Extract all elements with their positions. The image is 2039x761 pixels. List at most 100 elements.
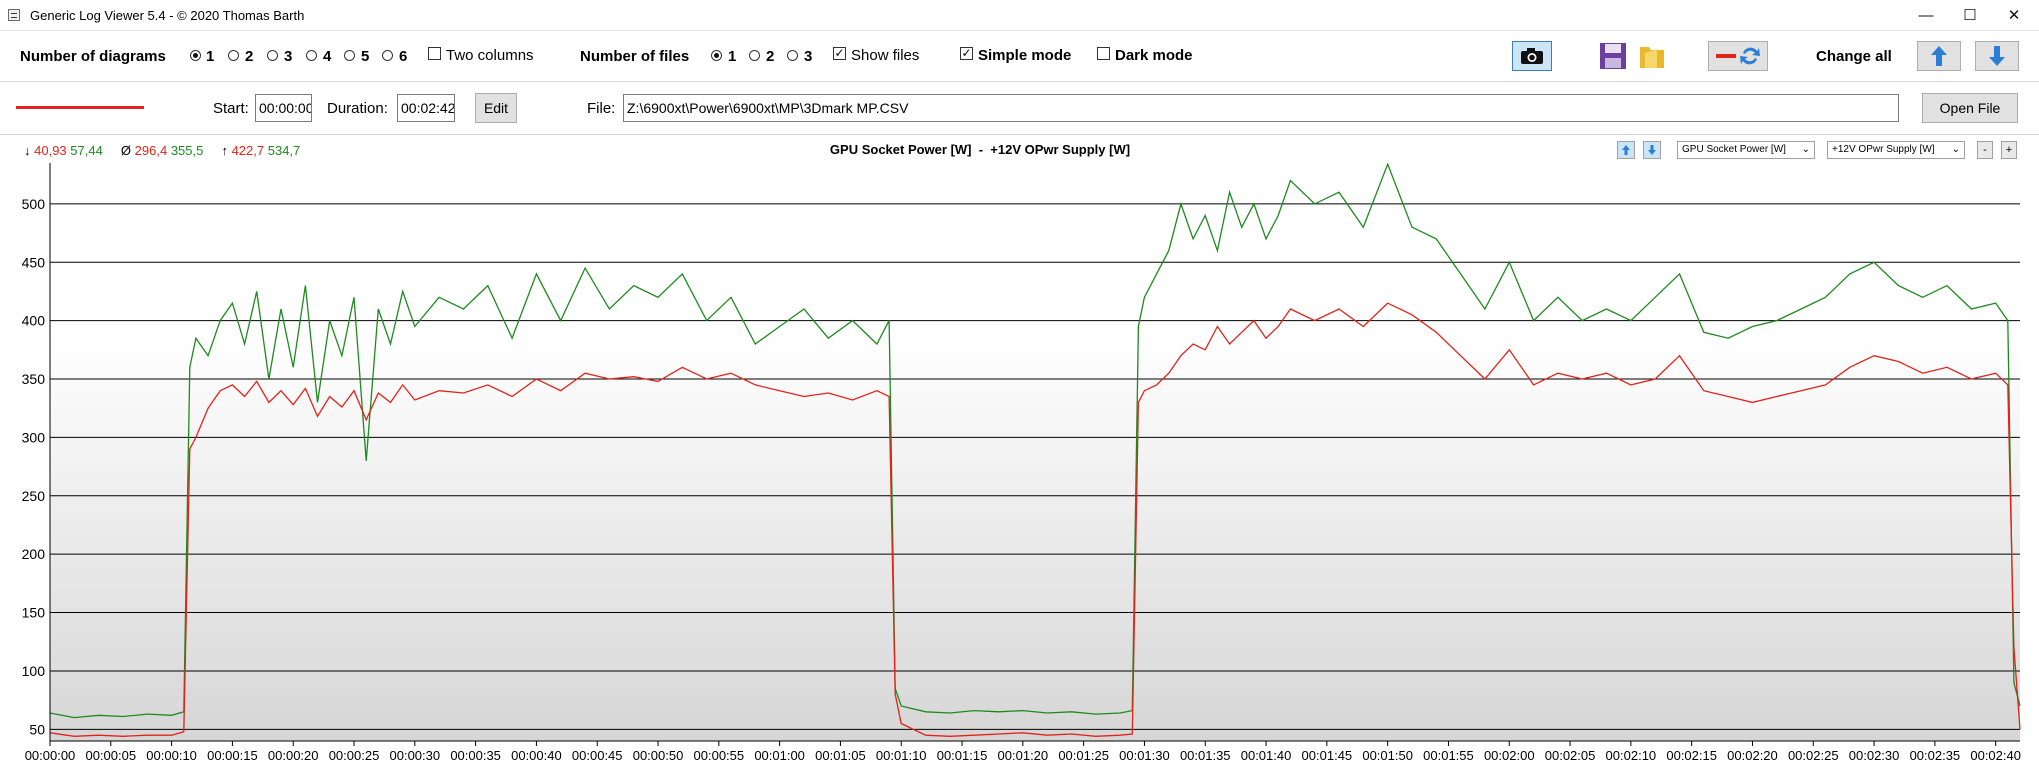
diagrams-radio-4-label: 4 (323, 48, 332, 65)
file-row: Start: 00:00:00 Duration: 00:02:42 Edit … (0, 82, 2039, 135)
x-tick-label: 00:00:20 (268, 748, 319, 761)
zoom-out-button[interactable]: - (1977, 141, 1993, 159)
duration-label: Duration: (327, 100, 388, 117)
diagrams-radio-3-label: 3 (284, 48, 293, 65)
camera-icon (1521, 48, 1543, 64)
max-green-value: 534,7 (267, 143, 301, 158)
x-tick-label: 00:02:10 (1606, 748, 1657, 761)
diagrams-radio-1-label: 1 (206, 48, 215, 65)
y-tick-label: 450 (22, 254, 46, 270)
y-tick-label: 200 (22, 546, 46, 562)
swap-colors-icon (1716, 47, 1760, 65)
title-bar: Generic Log Viewer 5.4 - © 2020 Thomas B… (0, 0, 2039, 31)
plot-background (50, 163, 2020, 741)
zoom-in-button[interactable]: + (2001, 141, 2017, 159)
x-tick-label: 00:01:10 (876, 748, 927, 761)
save-icon (1600, 43, 1626, 69)
arrow-down-icon (1989, 46, 2005, 66)
series1-select-value: GPU Socket Power [W] (1682, 144, 1786, 155)
swap-colors-button[interactable] (1708, 41, 1768, 71)
y-tick-label: 250 (22, 488, 46, 504)
close-button[interactable]: ✕ (2007, 7, 2021, 24)
duration-input[interactable]: 00:02:42 (397, 94, 455, 122)
x-tick-label: 00:01:25 (1058, 748, 1109, 761)
move-up-button[interactable] (1917, 41, 1961, 71)
series-line-12v-opwr-supply (49, 163, 2021, 719)
chart-panel: ↓ 40,93 57,44 Ø 296,4 355,5 ↑ 422,7 534,… (0, 135, 2039, 761)
max-red-value: 422,7 (231, 143, 265, 158)
move-down-button[interactable] (1975, 41, 2019, 71)
x-tick-label: 00:00:25 (329, 748, 380, 761)
max-arrow: ↑ (221, 143, 228, 158)
x-tick-label: 00:00:45 (572, 748, 623, 761)
avg-green-value: 355,5 (170, 143, 204, 158)
files-radio-2[interactable] (749, 50, 760, 61)
y-tick-label: 300 (22, 429, 46, 445)
series-color-line[interactable] (16, 106, 144, 109)
files-radio-1-label: 1 (728, 48, 737, 65)
diagrams-radio-1[interactable] (190, 50, 201, 61)
simple-mode-label: Simple mode (978, 47, 1072, 64)
small-arrow-up-icon (1622, 145, 1630, 155)
show-files-checkbox[interactable]: ✓ (833, 46, 846, 60)
minimize-button[interactable]: — (1918, 6, 1934, 24)
diagrams-radio-4[interactable] (306, 50, 317, 61)
x-tick-label: 00:01:30 (1119, 748, 1170, 761)
change-all-label: Change all (1816, 48, 1892, 65)
series-down-button[interactable] (1643, 141, 1661, 159)
x-tick-label: 00:01:15 (937, 748, 988, 761)
x-tick-label: 00:00:30 (390, 748, 441, 761)
diagrams-radio-5[interactable] (344, 50, 355, 61)
screenshot-button[interactable] (1512, 41, 1552, 71)
x-tick-label: 00:00:40 (511, 748, 562, 761)
x-tick-label: 00:00:35 (450, 748, 501, 761)
diagrams-radio-6[interactable] (382, 50, 393, 61)
num-diagrams-label: Number of diagrams (20, 48, 166, 65)
diagrams-radio-2[interactable] (228, 50, 239, 61)
chevron-down-icon: ⌄ (1951, 144, 1960, 155)
x-tick-label: 00:00:15 (207, 748, 258, 761)
x-tick-label: 00:01:35 (1180, 748, 1231, 761)
series-up-button[interactable] (1617, 141, 1635, 159)
y-tick-label: 50 (29, 721, 45, 737)
files-radio-1[interactable] (711, 50, 722, 61)
two-columns-checkbox[interactable] (428, 47, 441, 60)
open-folder-button[interactable] (1637, 41, 1667, 71)
files-radio-3[interactable] (787, 50, 798, 61)
save-button[interactable] (1598, 41, 1628, 71)
small-arrow-down-icon (1648, 145, 1656, 155)
edit-button[interactable]: Edit (475, 93, 517, 123)
x-tick-label: 00:02:15 (1666, 748, 1717, 761)
min-arrow: ↓ (24, 143, 31, 158)
arrow-up-icon (1931, 46, 1947, 66)
series2-select-value: +12V OPwr Supply [W] (1832, 144, 1935, 155)
y-tick-label: 350 (22, 371, 46, 387)
x-tick-label: 00:02:05 (1545, 748, 1596, 761)
series1-select[interactable]: GPU Socket Power [W] ⌄ (1677, 141, 1815, 159)
x-tick-label: 00:01:40 (1241, 748, 1292, 761)
x-tick-label: 00:02:20 (1727, 748, 1778, 761)
x-tick-label: 00:00:00 (25, 748, 76, 761)
chevron-down-icon: ⌄ (1801, 144, 1810, 155)
file-path-input[interactable]: Z:\6900xt\Power\6900xt\MP\3Dmark MP.CSV (623, 94, 1899, 122)
files-radio-3-label: 3 (804, 48, 813, 65)
min-green-value: 57,44 (70, 143, 103, 158)
two-columns-label: Two columns (446, 47, 534, 64)
x-tick-label: 00:00:50 (633, 748, 684, 761)
start-label: Start: (213, 100, 249, 117)
diagrams-radio-5-label: 5 (361, 48, 370, 65)
y-tick-label: 100 (22, 663, 46, 679)
dark-mode-label: Dark mode (1115, 47, 1193, 64)
diagrams-radio-3[interactable] (267, 50, 278, 61)
open-file-button[interactable]: Open File (1922, 93, 2018, 123)
series2-select[interactable]: +12V OPwr Supply [W] ⌄ (1827, 141, 1965, 159)
simple-mode-checkbox[interactable]: ✓ (960, 46, 973, 60)
start-input[interactable]: 00:00:00 (255, 94, 312, 122)
maximize-button[interactable]: ☐ (1963, 7, 1977, 24)
x-tick-label: 00:01:50 (1362, 748, 1413, 761)
y-tick-label: 500 (22, 196, 46, 212)
x-tick-label: 00:01:45 (1302, 748, 1353, 761)
dark-mode-checkbox[interactable] (1097, 47, 1110, 60)
folder-icon (1640, 47, 1664, 68)
chart-title: GPU Socket Power [W] - +12V OPwr Supply … (829, 142, 1131, 157)
